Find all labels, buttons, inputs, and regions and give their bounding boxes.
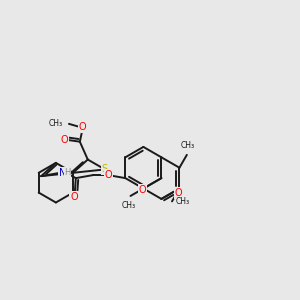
Text: O: O xyxy=(60,135,68,145)
Text: CH₃: CH₃ xyxy=(122,201,136,210)
Text: H: H xyxy=(64,168,70,177)
Text: CH₃: CH₃ xyxy=(181,141,195,150)
Text: CH₃: CH₃ xyxy=(176,197,190,206)
Text: O: O xyxy=(79,122,87,132)
Text: CH₃: CH₃ xyxy=(49,119,63,128)
Text: O: O xyxy=(139,184,146,194)
Text: O: O xyxy=(70,192,78,202)
Text: N: N xyxy=(59,168,67,178)
Text: O: O xyxy=(105,170,112,180)
Text: S: S xyxy=(102,164,108,174)
Text: O: O xyxy=(175,188,182,198)
